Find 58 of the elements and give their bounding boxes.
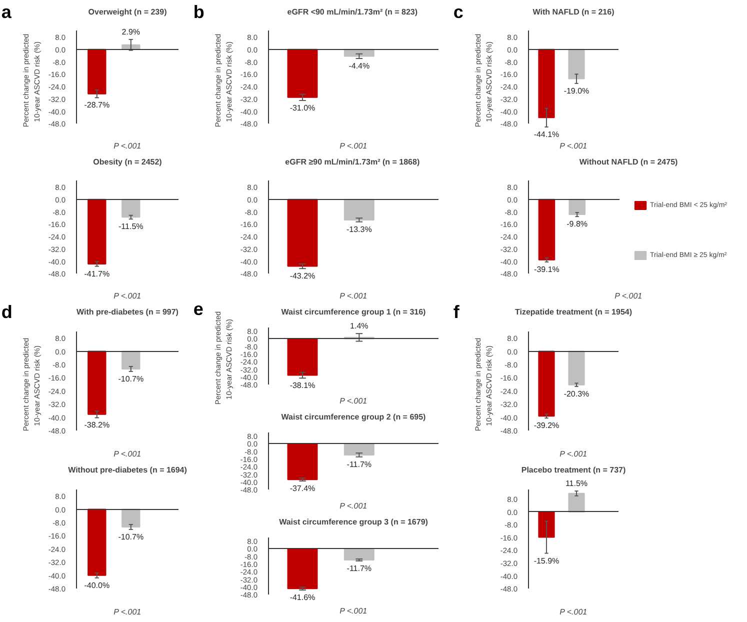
data-label: -39.1% bbox=[534, 264, 560, 274]
data-label: -9.8% bbox=[566, 220, 588, 229]
chart-title: Without pre-diabetes (n = 1694) bbox=[68, 466, 188, 474]
data-label: -38.2% bbox=[84, 420, 110, 430]
text: P <.001 bbox=[560, 450, 588, 458]
chart-title: Waist circumference group 2 (n = 695) bbox=[281, 412, 426, 422]
chart-title: Placebo treatment (n = 737) bbox=[521, 466, 626, 474]
chart-title: Obesity (n = 2452) bbox=[93, 158, 162, 166]
chart-title: Tizepatide treatment (n = 1954) bbox=[515, 308, 632, 316]
data-label: -10.7% bbox=[118, 532, 144, 542]
text: P <.001 bbox=[340, 502, 368, 510]
text: P <.001 bbox=[114, 142, 142, 150]
text: a bbox=[1, 2, 12, 22]
chart-title: With pre-diabetes (n = 997) bbox=[76, 308, 179, 316]
data-label: -37.4% bbox=[290, 484, 316, 494]
text: P <.001 bbox=[340, 606, 368, 616]
text: e bbox=[193, 299, 204, 320]
data-label: -44.1% bbox=[534, 130, 560, 139]
data-label: -39.2% bbox=[534, 421, 560, 430]
chart-title: Waist circumference group 1 (n = 316) bbox=[281, 308, 426, 316]
data-label: -10.7% bbox=[118, 374, 144, 384]
data-label: -11.5% bbox=[118, 222, 144, 232]
chart-title: eGFR ≥90 mL/min/1.73m² (n = 1868) bbox=[285, 158, 420, 166]
text: P <.001 bbox=[560, 608, 588, 616]
chart-title: With NAFLD (n = 216) bbox=[532, 8, 615, 16]
text: f bbox=[453, 302, 460, 322]
chart-title: Overweight (n = 239) bbox=[88, 8, 168, 16]
text: P <.001 bbox=[340, 142, 368, 150]
text: P <.001 bbox=[114, 608, 142, 616]
text: d bbox=[1, 302, 12, 322]
chart-title: eGFR <90 mL/min/1.73m² (n = 823) bbox=[287, 8, 418, 16]
text: P <.001 bbox=[114, 450, 142, 458]
chart-title: Waist circumference group 3 (n = 1679) bbox=[279, 518, 428, 526]
data-label: -43.2% bbox=[290, 272, 316, 281]
text: P <.001 bbox=[340, 396, 368, 406]
text: b bbox=[193, 2, 204, 22]
text: P <.001 bbox=[340, 292, 368, 300]
data-label: -41.7% bbox=[84, 269, 110, 278]
data-label: 1.4% bbox=[350, 322, 368, 331]
data-label: 11.5% bbox=[565, 479, 588, 488]
chart-title: Without NAFLD (n = 2475) bbox=[579, 158, 678, 166]
data-label: -13.3% bbox=[346, 224, 372, 234]
data-label: -38.1% bbox=[290, 381, 316, 390]
data-label: 2.9% bbox=[122, 27, 140, 36]
text: P <.001 bbox=[560, 142, 588, 150]
text: P <.001 bbox=[614, 292, 642, 300]
data-label: -40.0% bbox=[84, 580, 110, 590]
data-label: -41.6% bbox=[290, 593, 316, 602]
data-label: -11.7% bbox=[346, 564, 372, 573]
data-label: -4.4% bbox=[348, 62, 370, 71]
data-label: -15.9% bbox=[534, 556, 560, 566]
data-label: -19.0% bbox=[564, 86, 590, 96]
text: c bbox=[453, 2, 464, 22]
data-label: -28.7% bbox=[84, 100, 110, 110]
data-label: -11.7% bbox=[346, 460, 372, 469]
text: P <.001 bbox=[114, 292, 142, 300]
data-label: -31.0% bbox=[290, 103, 316, 112]
data-label: -20.3% bbox=[564, 389, 590, 398]
